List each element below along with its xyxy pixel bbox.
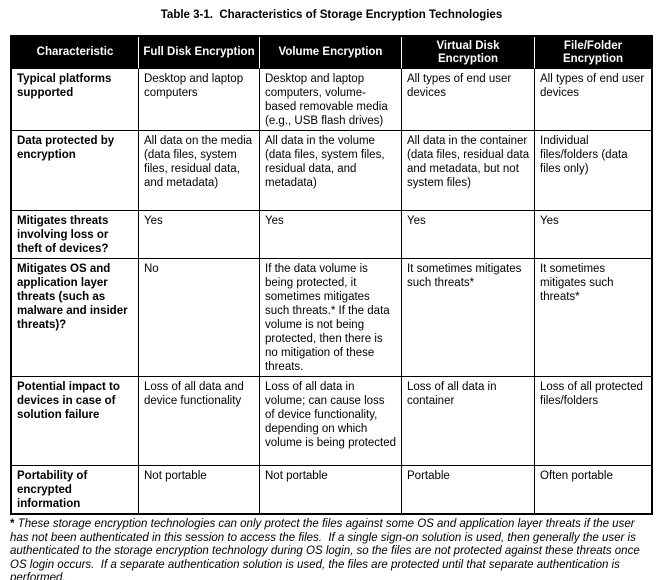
- table-cell: All types of end user devices: [535, 69, 651, 131]
- table-row: Portability of encrypted information Not…: [12, 466, 651, 513]
- table-cell: Loss of all data and device functionalit…: [139, 377, 260, 466]
- table-cell: If the data volume is being protected, i…: [260, 259, 402, 377]
- table-cell: All data in the volume (data files, syst…: [260, 131, 402, 211]
- footnote-text: These storage encryption technologies ca…: [10, 518, 643, 580]
- table-cell: Yes: [260, 211, 402, 259]
- table-cell: No: [139, 259, 260, 377]
- table-cell: Yes: [535, 211, 651, 259]
- column-header-virtual-disk: Virtual Disk Encryption: [402, 37, 535, 69]
- table-row: Mitigates OS and application layer threa…: [12, 259, 651, 377]
- table-cell: Loss of all protected files/folders: [535, 377, 651, 466]
- table-cell: Yes: [402, 211, 535, 259]
- footnote-marker: *: [10, 518, 15, 530]
- table-cell: Desktop and laptop computers, volume-bas…: [260, 69, 402, 131]
- row-header-cell: Mitigates OS and application layer threa…: [12, 259, 139, 377]
- row-header-cell: Potential impact to devices in case of s…: [12, 377, 139, 466]
- row-header-cell: Data protected by encryption: [12, 131, 139, 211]
- row-header-cell: Portability of encrypted information: [12, 466, 139, 513]
- column-header-volume: Volume Encryption: [260, 37, 402, 69]
- table-row: Data protected by encryption All data on…: [12, 131, 651, 211]
- table-cell: Individual files/folders (data files onl…: [535, 131, 651, 211]
- table-cell: Loss of all data in volume; can cause lo…: [260, 377, 402, 466]
- table-cell: Portable: [402, 466, 535, 513]
- header-row: Characteristic Full Disk Encryption Volu…: [12, 37, 651, 69]
- table-title: Table 3-1. Characteristics of Storage En…: [160, 9, 503, 21]
- table-cell: All data in the container (data files, r…: [402, 131, 535, 211]
- table-cell: All types of end user devices: [402, 69, 535, 131]
- table-row: Mitigates threats involving loss or thef…: [12, 211, 651, 259]
- table-cell: All data on the media (data files, syste…: [139, 131, 260, 211]
- storage-encryption-table: Characteristic Full Disk Encryption Volu…: [10, 35, 653, 515]
- table-cell: Yes: [139, 211, 260, 259]
- table-cell: It sometimes mitigates such threats*: [402, 259, 535, 377]
- column-header-characteristic: Characteristic: [12, 37, 139, 69]
- table-footnote: * These storage encryption technologies …: [10, 518, 655, 580]
- row-header-cell: Mitigates threats involving loss or thef…: [12, 211, 139, 259]
- table-cell: Not portable: [139, 466, 260, 513]
- table-cell: Loss of all data in container: [402, 377, 535, 466]
- column-header-file-folder: File/Folder Encryption: [535, 37, 651, 69]
- table-row: Potential impact to devices in case of s…: [12, 377, 651, 466]
- column-header-full-disk: Full Disk Encryption: [139, 37, 260, 69]
- table-cell: Not portable: [260, 466, 402, 513]
- table-row: Typical platforms supported Desktop and …: [12, 69, 651, 131]
- table-cell: It sometimes mitigates such threats*: [535, 259, 651, 377]
- table-cell: Desktop and laptop computers: [139, 69, 260, 131]
- row-header-cell: Typical platforms supported: [12, 69, 139, 131]
- table-cell: Often portable: [540, 470, 613, 482]
